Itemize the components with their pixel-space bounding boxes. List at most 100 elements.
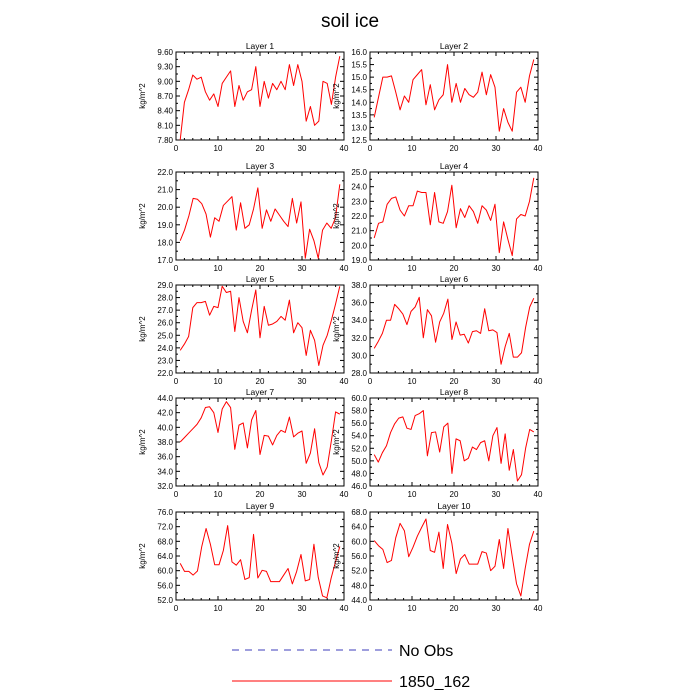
y-tick-label: 15.5 (351, 61, 367, 70)
y-axis-label: kg/m^2 (138, 83, 147, 109)
x-tick-label: 0 (174, 264, 179, 273)
y-tick-label: 8.40 (157, 107, 173, 116)
y-axis-label: kg/m^2 (138, 316, 147, 342)
panel-subtitle: Layer 7 (246, 387, 275, 397)
x-tick-label: 30 (492, 604, 501, 613)
legend-no-obs-label: No Obs (399, 643, 453, 660)
x-tick-label: 20 (256, 264, 265, 273)
panel-subtitle: Layer 9 (246, 501, 275, 511)
y-tick-label: 8.10 (157, 121, 173, 130)
panel-layer-6: Layer 6 28.0 30.0 32.0 34.0 36.0 38.0 0 10 20 30 40… (332, 274, 543, 386)
y-tick-label: 25.0 (157, 331, 173, 340)
x-tick-label: 40 (340, 144, 349, 153)
y-tick-label: 22.0 (351, 212, 367, 221)
y-tick-label: 54.0 (351, 432, 367, 441)
x-tick-label: 10 (408, 264, 417, 273)
x-tick-label: 20 (450, 377, 459, 386)
x-tick-label: 10 (214, 490, 223, 499)
x-tick-label: 30 (298, 604, 307, 613)
panel-subtitle: Layer 5 (246, 274, 275, 284)
y-tick-label: 23.0 (157, 356, 173, 365)
x-tick-label: 40 (534, 490, 543, 499)
x-tick-label: 30 (492, 144, 501, 153)
panel-frame (175, 284, 345, 374)
y-tick-label: 22.0 (157, 168, 173, 177)
y-tick-label: 29.0 (157, 281, 173, 290)
x-tick-label: 40 (340, 264, 349, 273)
x-tick-label: 10 (408, 490, 417, 499)
x-tick-label: 10 (408, 604, 417, 613)
series-line-1850_162 (179, 401, 341, 476)
panel-frame (175, 171, 345, 261)
series-line-1850_162 (373, 410, 535, 482)
y-tick-label: 18.0 (157, 238, 173, 247)
y-tick-label: 20.0 (351, 241, 367, 250)
figure-title: soil ice (321, 11, 379, 32)
y-tick-label: 16.0 (351, 48, 367, 57)
y-tick-label: 14.5 (351, 86, 367, 95)
y-tick-label: 28.0 (157, 294, 173, 303)
y-tick-label: 68.0 (157, 537, 173, 546)
series-line-1850_162 (179, 184, 341, 259)
x-tick-label: 10 (214, 604, 223, 613)
y-tick-label: 48.0 (351, 581, 367, 590)
x-tick-label: 0 (368, 604, 373, 613)
panels: Layer 1 7.80 8.10 8.40 8.70 9.00 9.30 9.60 0 10 20… (138, 41, 543, 613)
y-tick-label: 22.0 (157, 369, 173, 378)
panel-layer-3: Layer 3 17.0 18.0 19.0 20.0 21.0 22.0 0 10 20 30 40… (138, 161, 349, 273)
x-tick-label: 20 (256, 377, 265, 386)
x-tick-label: 0 (174, 604, 179, 613)
y-tick-label: 19.0 (351, 256, 367, 265)
series-line-1850_162 (179, 285, 341, 366)
x-tick-label: 40 (340, 490, 349, 499)
x-tick-label: 30 (298, 377, 307, 386)
y-tick-label: 48.0 (351, 469, 367, 478)
panel-subtitle: Layer 1 (246, 41, 275, 51)
panel-frame (369, 397, 539, 487)
y-tick-label: 64.0 (351, 523, 367, 532)
y-axis-label: kg/m^2 (332, 429, 341, 455)
x-tick-label: 20 (450, 604, 459, 613)
y-tick-label: 60.0 (157, 567, 173, 576)
panel-subtitle: Layer 6 (440, 274, 469, 284)
series-line-1850_162 (373, 59, 535, 132)
y-tick-label: 19.0 (157, 221, 173, 230)
x-tick-label: 30 (492, 377, 501, 386)
y-tick-label: 21.0 (351, 227, 367, 236)
x-tick-label: 30 (492, 264, 501, 273)
y-tick-label: 36.0 (351, 299, 367, 308)
x-tick-label: 0 (368, 144, 373, 153)
x-tick-label: 10 (408, 144, 417, 153)
x-tick-label: 30 (298, 144, 307, 153)
x-tick-label: 40 (534, 144, 543, 153)
y-tick-label: 34.0 (157, 467, 173, 476)
y-tick-label: 15.0 (351, 73, 367, 82)
x-tick-label: 10 (408, 377, 417, 386)
y-tick-label: 72.0 (157, 523, 173, 532)
panel-frame (175, 51, 345, 141)
y-tick-label: 52.0 (157, 596, 173, 605)
y-axis-label: kg/m^2 (138, 203, 147, 229)
y-tick-label: 7.80 (157, 136, 173, 145)
series-line-1850_162 (179, 56, 341, 141)
y-tick-label: 38.0 (351, 281, 367, 290)
x-tick-label: 40 (340, 604, 349, 613)
y-tick-label: 38.0 (157, 438, 173, 447)
y-tick-label: 56.0 (351, 419, 367, 428)
y-tick-label: 46.0 (351, 482, 367, 491)
panel-frame (175, 511, 345, 601)
x-tick-label: 0 (368, 377, 373, 386)
x-tick-label: 40 (534, 264, 543, 273)
x-tick-label: 10 (214, 144, 223, 153)
y-tick-label: 9.60 (157, 48, 173, 57)
y-tick-label: 50.0 (351, 457, 367, 466)
x-tick-label: 30 (298, 264, 307, 273)
series-line-1850_162 (373, 177, 535, 257)
y-tick-label: 68.0 (351, 508, 367, 517)
y-tick-label: 23.0 (351, 197, 367, 206)
panel-layer-7: Layer 7 32.0 34.0 36.0 38.0 40.0 42.0 44.0 0 10 20… (138, 387, 349, 499)
y-tick-label: 56.0 (157, 581, 173, 590)
y-tick-label: 40.0 (157, 423, 173, 432)
y-tick-label: 21.0 (157, 186, 173, 195)
y-tick-label: 32.0 (351, 334, 367, 343)
